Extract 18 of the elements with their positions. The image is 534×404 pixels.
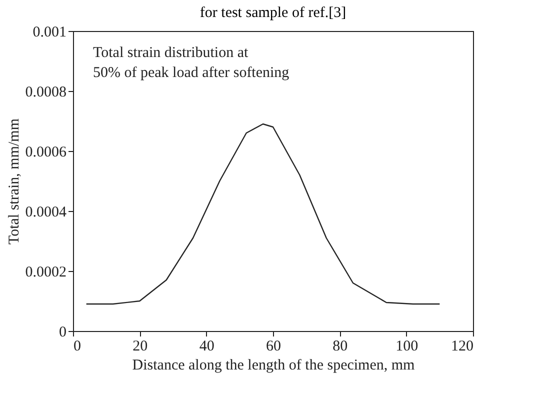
x-tick-label: 20 (132, 338, 148, 354)
y-tick-label: 0.0004 (25, 204, 67, 220)
x-tick-label: 80 (332, 338, 348, 354)
x-tick-label: 0 (74, 338, 81, 354)
line-series (86, 123, 440, 305)
x-tick-label: 40 (199, 338, 214, 354)
y-tick-label: 0.001 (32, 24, 66, 40)
x-tick-label: 120 (451, 338, 474, 354)
y-tick-label: 0.0008 (25, 84, 66, 100)
x-axis-title: Distance along the length of the specimen, mm (132, 358, 416, 374)
x-tick-label: 100 (396, 338, 418, 354)
y-tick-label: 0.0006 (25, 144, 67, 160)
chart-title: for test sample of ref.[3] (200, 5, 346, 21)
x-tick-label: 60 (266, 338, 281, 354)
annotation: Total strain distribution at 50% of peak load after softening (93, 45, 290, 81)
y-tick-label: 0 (59, 324, 66, 340)
y-axis-title: Total strain, mm/mm (6, 118, 22, 245)
y-tick-label: 0.0002 (25, 264, 66, 280)
